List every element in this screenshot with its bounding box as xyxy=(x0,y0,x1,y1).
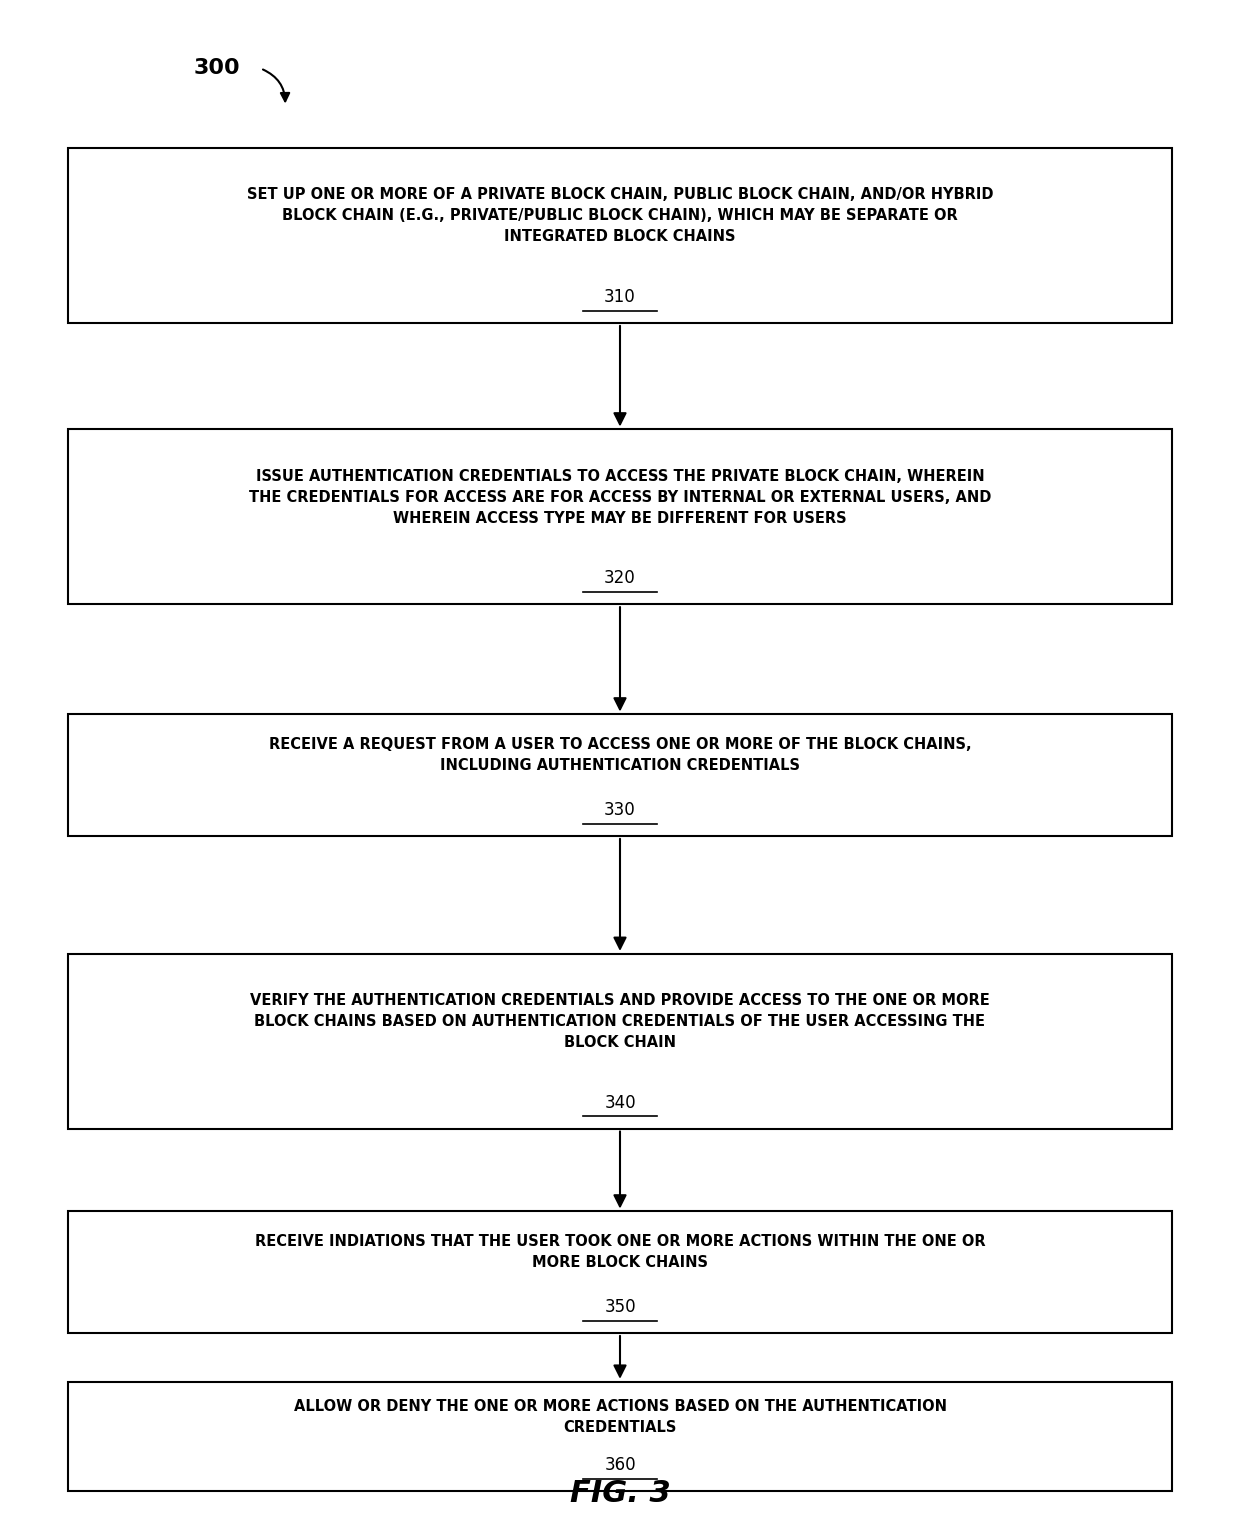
Text: 330: 330 xyxy=(604,801,636,819)
Text: 320: 320 xyxy=(604,570,636,587)
Bar xyxy=(68,714,1172,836)
Bar xyxy=(68,429,1172,603)
Text: RECEIVE A REQUEST FROM A USER TO ACCESS ONE OR MORE OF THE BLOCK CHAINS,
INCLUDI: RECEIVE A REQUEST FROM A USER TO ACCESS … xyxy=(269,737,971,774)
Bar xyxy=(68,149,1172,324)
Text: RECEIVE INDIATIONS THAT THE USER TOOK ONE OR MORE ACTIONS WITHIN THE ONE OR
MORE: RECEIVE INDIATIONS THAT THE USER TOOK ON… xyxy=(254,1234,986,1271)
Text: 310: 310 xyxy=(604,289,636,306)
Text: FIG. 3: FIG. 3 xyxy=(569,1479,671,1508)
Text: 360: 360 xyxy=(604,1456,636,1474)
Text: 350: 350 xyxy=(604,1298,636,1316)
Text: 340: 340 xyxy=(604,1094,636,1111)
Text: VERIFY THE AUTHENTICATION CREDENTIALS AND PROVIDE ACCESS TO THE ONE OR MORE
BLOC: VERIFY THE AUTHENTICATION CREDENTIALS AN… xyxy=(250,993,990,1050)
Bar xyxy=(68,1211,1172,1333)
Text: ISSUE AUTHENTICATION CREDENTIALS TO ACCESS THE PRIVATE BLOCK CHAIN, WHEREIN
THE : ISSUE AUTHENTICATION CREDENTIALS TO ACCE… xyxy=(249,468,991,526)
Text: SET UP ONE OR MORE OF A PRIVATE BLOCK CHAIN, PUBLIC BLOCK CHAIN, AND/OR HYBRID
B: SET UP ONE OR MORE OF A PRIVATE BLOCK CH… xyxy=(247,187,993,245)
Bar xyxy=(68,1382,1172,1491)
Text: ALLOW OR DENY THE ONE OR MORE ACTIONS BASED ON THE AUTHENTICATION
CREDENTIALS: ALLOW OR DENY THE ONE OR MORE ACTIONS BA… xyxy=(294,1398,946,1435)
Text: 300: 300 xyxy=(193,58,241,79)
Bar xyxy=(68,955,1172,1128)
